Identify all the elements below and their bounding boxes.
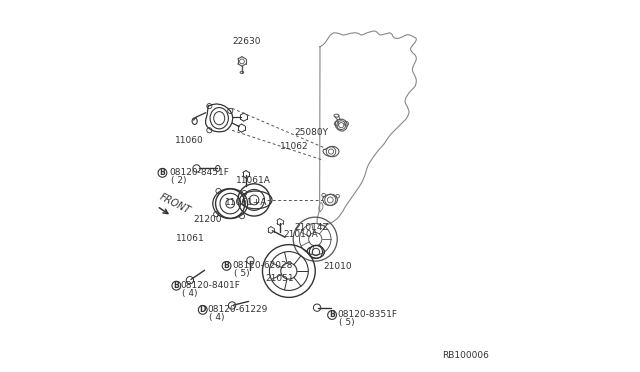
Text: 22630: 22630 bbox=[232, 37, 261, 46]
Text: 08120-8351F: 08120-8351F bbox=[337, 311, 397, 320]
Text: 11061A: 11061A bbox=[236, 176, 271, 185]
Text: B: B bbox=[329, 311, 335, 320]
Text: 21200: 21200 bbox=[193, 215, 222, 224]
Text: D: D bbox=[200, 305, 206, 314]
Text: 21051: 21051 bbox=[265, 274, 294, 283]
Text: ( 2): ( 2) bbox=[171, 176, 186, 185]
Text: 11061+A: 11061+A bbox=[225, 198, 267, 207]
Text: RB100006: RB100006 bbox=[442, 351, 488, 360]
Text: ( 4): ( 4) bbox=[209, 313, 225, 322]
Text: 11060: 11060 bbox=[175, 136, 204, 145]
Text: B: B bbox=[173, 281, 179, 290]
Text: 11061: 11061 bbox=[177, 234, 205, 243]
Text: 08120-62028: 08120-62028 bbox=[232, 262, 292, 270]
Text: 08120-8451F: 08120-8451F bbox=[169, 168, 229, 177]
Text: 21014Z: 21014Z bbox=[294, 222, 329, 231]
Text: 25080Y: 25080Y bbox=[294, 128, 328, 137]
Text: ( 4): ( 4) bbox=[182, 289, 197, 298]
Text: 11062: 11062 bbox=[280, 142, 308, 151]
Text: 21010: 21010 bbox=[324, 262, 352, 271]
Text: ( 5): ( 5) bbox=[234, 269, 250, 278]
Text: 21010A: 21010A bbox=[284, 230, 318, 239]
Text: 08120-61229: 08120-61229 bbox=[207, 305, 268, 314]
Text: B: B bbox=[224, 262, 229, 270]
Text: 08120-8401F: 08120-8401F bbox=[180, 281, 240, 290]
Text: B: B bbox=[159, 168, 165, 177]
Text: ( 5): ( 5) bbox=[339, 318, 355, 327]
Text: FRONT: FRONT bbox=[158, 192, 192, 216]
